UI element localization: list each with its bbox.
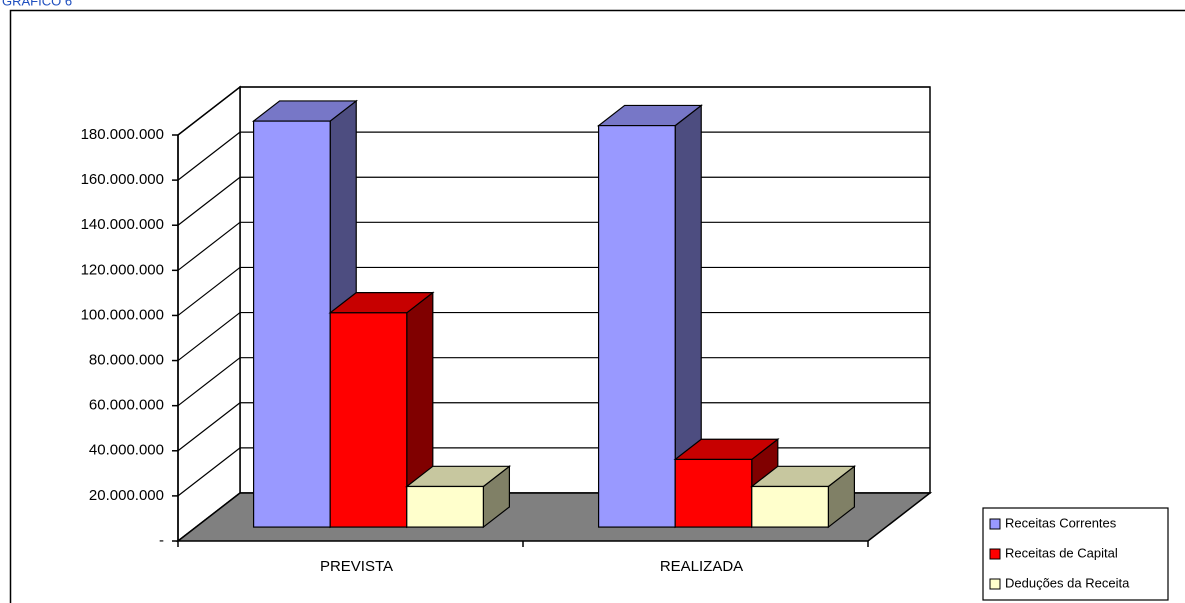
bar: [750, 465, 857, 529]
x-tick-label: PREVISTA: [320, 558, 393, 575]
bar-front: [406, 485, 484, 528]
y-tick-label: 80.000.000: [89, 352, 164, 369]
side-wall: [177, 85, 241, 543]
legend-label: Deduções da Receita: [1005, 575, 1130, 590]
y-tick-label: -: [159, 532, 164, 549]
bar-front: [597, 124, 676, 528]
y-tick-label: 140.000.000: [81, 216, 164, 233]
legend-label: Receitas de Capital: [1005, 545, 1118, 560]
x-tick-label: REALIZADA: [660, 558, 743, 575]
bar: [596, 104, 703, 529]
grid-line: [177, 86, 930, 136]
y-tick-label: 60.000.000: [89, 397, 164, 414]
chart-title: GRÁFICO 6: [2, 0, 72, 8]
y-tick-label: 160.000.000: [81, 171, 164, 188]
legend-swatch: [989, 578, 1001, 590]
y-tick-label: 20.000.000: [89, 487, 164, 504]
y-tick-label: 120.000.000: [81, 261, 164, 278]
y-tick-label: 40.000.000: [89, 442, 164, 459]
legend-swatch: [989, 518, 1001, 530]
legend-swatch: [989, 548, 1001, 560]
legend-box: [982, 507, 1169, 601]
bar-front: [252, 120, 331, 528]
y-tick-label: 100.000.000: [81, 306, 164, 323]
bar-front: [674, 458, 753, 528]
bar-front: [751, 485, 829, 528]
bar-front: [329, 312, 408, 528]
bar: [328, 291, 435, 529]
bar: [405, 465, 512, 529]
legend-label: Receitas Correntes: [1005, 515, 1117, 530]
y-tick-label: 180.000.000: [81, 126, 164, 143]
